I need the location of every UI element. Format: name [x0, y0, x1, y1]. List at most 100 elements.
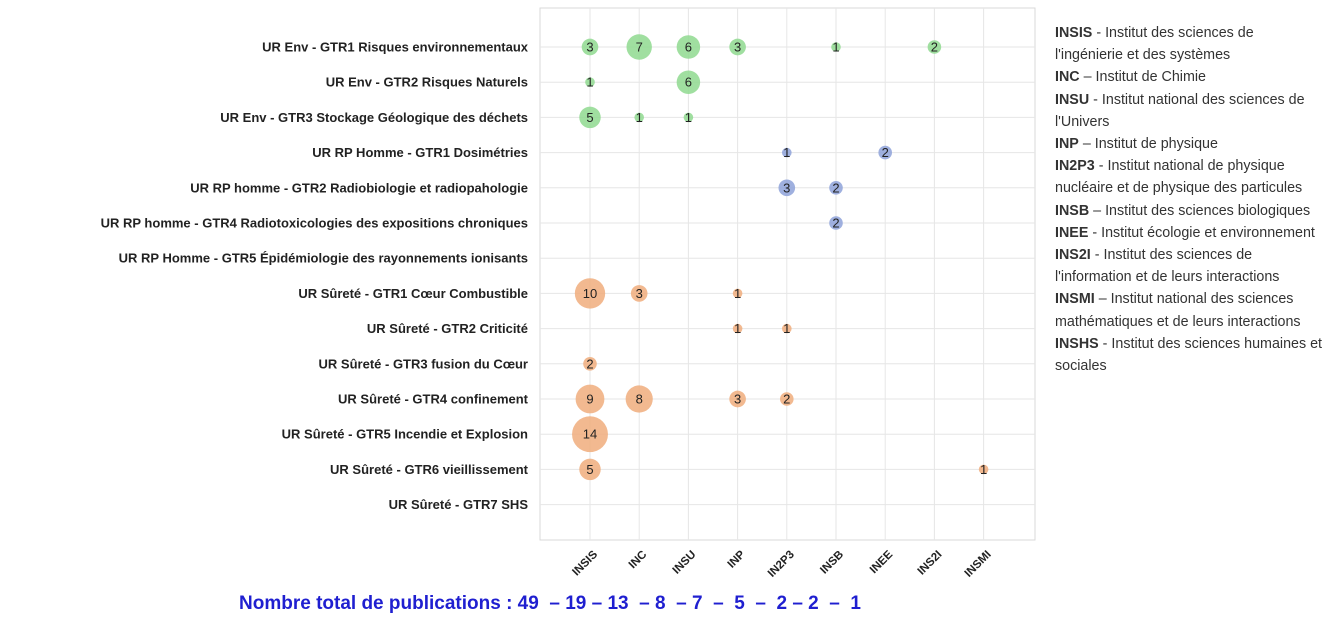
bubble-value-label: 9	[586, 392, 593, 407]
row-label: UR Sûreté - GTR4 confinement	[338, 392, 529, 407]
legend-abbr: INSMI	[1055, 291, 1095, 308]
bubble-value-label: 1	[734, 321, 741, 336]
legend-separator: -	[1090, 247, 1104, 264]
row-label: UR Env - GTR3 Stockage Géologique des dé…	[220, 110, 528, 125]
bubble-point	[732, 288, 743, 299]
legend-text: Institut des sciences de l'ingénierie et…	[1055, 25, 1254, 64]
bubble-value-label: 3	[636, 286, 643, 301]
bubble-point	[878, 145, 892, 160]
legend-separator: –	[1089, 202, 1106, 219]
legend-text: Institut de physique	[1094, 136, 1218, 153]
legend-item: INSB – Institut des sciences biologiques	[1055, 200, 1325, 222]
bubble-point	[634, 112, 644, 123]
institute-legend: INSIS - Institut des sciences de l'ingén…	[1055, 22, 1325, 377]
column-label: INEE	[868, 548, 896, 576]
bubble-point	[630, 285, 648, 302]
bubble-point	[683, 112, 694, 123]
row-label: UR Sûreté - GTR1 Cœur Combustible	[298, 286, 528, 301]
bubble-point	[927, 40, 942, 54]
legend-text: Institut des sciences humaines et social…	[1055, 335, 1323, 375]
legend-item: INSU - Institut national des sciences de…	[1055, 89, 1325, 133]
chart-bubbles: 3 7 6 3 1 2 1 6 5 1 1 1 2 3 2 2 10 3 1 1 1 2 9 8 3 2 14 5 1	[572, 34, 989, 481]
legend-abbr: INSHS	[1055, 335, 1099, 352]
legend-item: INSHS - Institut des sciences humaines e…	[1055, 333, 1325, 377]
legend-separator: -	[1088, 224, 1102, 241]
column-label: INC	[627, 549, 649, 571]
bubble-point	[579, 106, 601, 129]
row-label: UR RP homme - GTR4 Radiotoxicologies des…	[101, 216, 528, 231]
legend-abbr: IN2P3	[1055, 158, 1095, 175]
bubble-value-label: 1	[685, 110, 692, 125]
row-label: UR Sûreté - GTR5 Incendie et Explosion	[282, 427, 528, 442]
bubble-value-label: 6	[685, 75, 692, 90]
row-label: UR Env - GTR1 Risques environnementaux	[262, 40, 529, 55]
total-publications-text: Nombre total de publications : 49 – 19 –…	[239, 593, 861, 614]
legend-abbr: INS2I	[1055, 247, 1091, 264]
chart-grid	[539, 7, 1036, 541]
legend-item: INSIS - Institut des sciences de l'ingén…	[1055, 22, 1325, 66]
bubble-point	[575, 384, 605, 414]
bubble-value-label: 2	[832, 216, 839, 231]
legend-text: Institut national des sciences mathémati…	[1055, 291, 1301, 330]
bubble-point	[782, 323, 792, 334]
chart-svg: 3 7 6 3 1 2 1 6 5 1 1 1 2 3 2 2 10 3 1 1 1 2 9 8 3 2 14 5 1 UR Env -…	[101, 7, 1036, 580]
legend-item: INSMI – Institut national des sciences m…	[1055, 288, 1325, 332]
legend-abbr: INSB	[1055, 202, 1090, 219]
legend-text: Institut des sciences de l'information e…	[1055, 247, 1280, 286]
bubble-value-label: 2	[832, 180, 839, 195]
legend-separator: -	[1089, 91, 1102, 108]
bubble-point	[581, 38, 599, 56]
legend-text: Institut de Chimie	[1095, 69, 1206, 86]
row-label: UR RP Homme - GTR5 Épidémiologie des ray…	[119, 251, 528, 266]
legend-item: INEE - Institut écologie et environnemen…	[1055, 222, 1325, 244]
bubble-point	[626, 34, 652, 60]
legend-item: IN2P3 - Institut national de physique nu…	[1055, 155, 1325, 199]
bubble-point	[625, 385, 653, 413]
legend-separator: –	[1078, 136, 1095, 153]
bubble-value-label: 3	[734, 392, 741, 407]
row-label: UR Sûreté - GTR3 fusion du Cœur	[319, 356, 528, 371]
bubble-value-label: 2	[586, 356, 593, 371]
legend-abbr: INC	[1055, 69, 1080, 86]
bubble-value-label: 1	[783, 321, 790, 336]
legend-separator: –	[1094, 291, 1111, 308]
column-label: INS2I	[916, 549, 945, 578]
bubble-point	[572, 416, 608, 453]
bubble-point	[978, 464, 989, 475]
bubble-point	[829, 181, 843, 195]
bubble-value-label: 7	[636, 40, 643, 55]
row-label: UR Sûreté - GTR2 Criticité	[367, 321, 528, 336]
legend-abbr: INSIS	[1055, 25, 1093, 41]
bubble-value-label: 1	[980, 462, 987, 477]
legend-separator: -	[1092, 25, 1106, 41]
bubble-point	[579, 458, 601, 481]
bubble-value-label: 3	[734, 40, 741, 55]
legend-separator: –	[1079, 69, 1096, 86]
legend-item: INC – Institut de Chimie	[1055, 66, 1325, 88]
bubble-value-label: 1	[783, 145, 790, 160]
legend-separator: -	[1098, 335, 1112, 352]
legend-text: Institut des sciences biologiques	[1105, 202, 1311, 219]
legend-abbr: INEE	[1055, 224, 1089, 241]
bubble-point	[778, 179, 796, 197]
bubble-point	[574, 278, 606, 309]
legend-text: Institut national de physique nucléaire …	[1055, 158, 1303, 197]
column-label: INSMI	[963, 549, 994, 580]
legend-item: INP – Institut de physique	[1055, 133, 1325, 155]
legend-abbr: INP	[1055, 136, 1079, 153]
bubble-value-label: 3	[783, 180, 790, 195]
bubble-point	[585, 77, 595, 87]
bubble-value-label: 1	[832, 40, 839, 55]
legend-text: Institut national des sciences de l'Univ…	[1055, 91, 1305, 130]
legend-separator: -	[1094, 158, 1108, 175]
row-label: UR Sûreté - GTR6 vieillissement	[330, 462, 529, 477]
bubble-value-label: 6	[685, 40, 692, 55]
bubble-point	[583, 357, 597, 371]
row-label: UR Sûreté - GTR7 SHS	[389, 497, 529, 512]
row-label: UR RP Homme - GTR1 Dosimétries	[312, 145, 528, 160]
bubble-point	[829, 216, 843, 230]
bubble-point	[782, 147, 792, 158]
bubble-value-label: 2	[783, 392, 790, 407]
legend-text: Institut écologie et environnement	[1101, 224, 1315, 241]
